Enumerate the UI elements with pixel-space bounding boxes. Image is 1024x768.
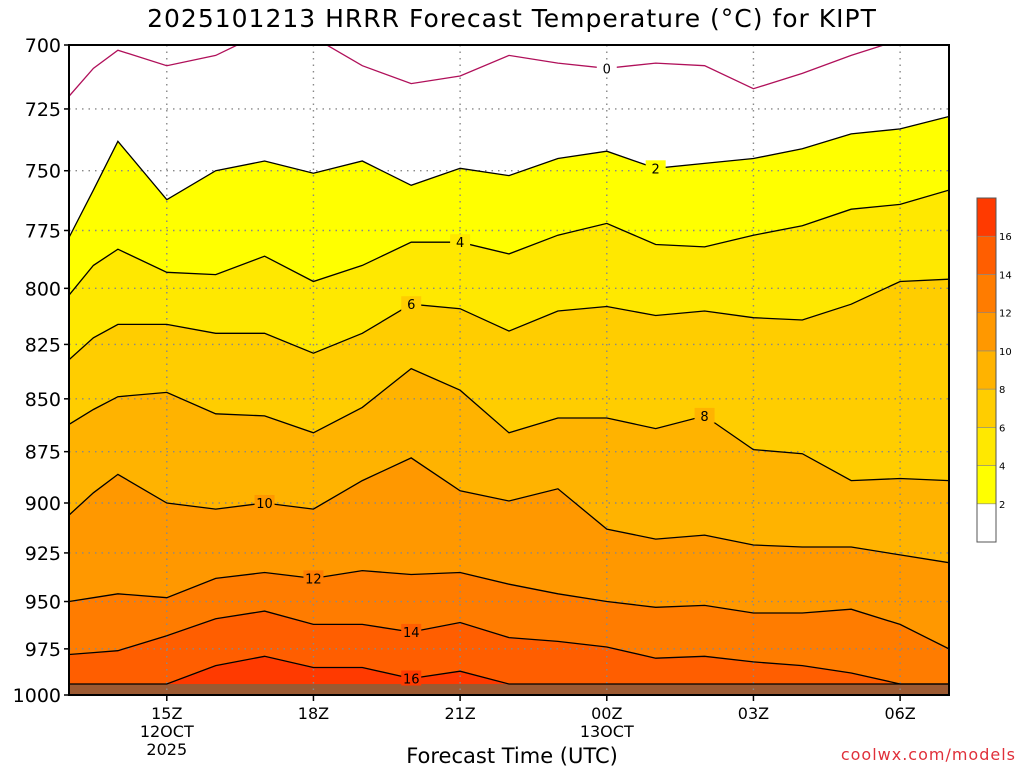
contour-label-bg-10 [254, 494, 275, 510]
contour-line-4 [69, 189, 949, 296]
colorbar-segment-0 [976, 503, 997, 543]
ground-below-surface [69, 684, 949, 695]
colorbar-segment-16 [976, 197, 997, 237]
colorbar-frame [976, 197, 997, 543]
y-tick-label-775: 775 [25, 220, 61, 242]
x-tick-label-06Z: 06Z [884, 704, 915, 723]
y-tick-label-925: 925 [25, 543, 61, 565]
contour-label-8: 8 [700, 410, 708, 425]
y-tick-label-975: 975 [25, 639, 61, 661]
chart-title: 2025101213 HRRR Forecast Temperature (°C… [147, 4, 877, 33]
plot-layer: 0 2 4 6 8 10 12 14 16 [69, 45, 949, 695]
contour-label-bg-0 [596, 60, 617, 76]
contour-label-bg-4 [450, 234, 471, 250]
contour-label-4: 4 [456, 236, 464, 251]
colorbar-segment-6 [976, 388, 997, 428]
contour-label-16: 16 [403, 673, 420, 688]
colorbar-label-4: 4 [999, 462, 1005, 473]
contour-label-bg-2 [645, 160, 666, 176]
y-tick-label-900: 900 [25, 493, 61, 515]
contour-line-6 [69, 278, 949, 361]
contour-line-12 [69, 569, 949, 650]
x-tick-sublabel-15Z-0: 12OCT [140, 722, 194, 741]
colorbar-label-2: 2 [999, 500, 1005, 511]
y-tick-label-875: 875 [25, 442, 61, 464]
x-tick-label-15Z: 15Z [151, 704, 182, 723]
colorbar-segment-4 [976, 427, 997, 466]
contour-label-bg-6 [401, 296, 422, 312]
y-tick-label-800: 800 [25, 278, 61, 300]
contour-label-bg-12 [303, 570, 324, 586]
colorbar-label-6: 6 [999, 423, 1005, 434]
x-tick-label-21Z: 21Z [444, 704, 475, 723]
contour-line-14 [69, 610, 949, 685]
y-tick-label-700: 700 [25, 35, 61, 57]
contour-label-bg-14 [401, 623, 422, 639]
colorbar-segment-10 [976, 312, 997, 352]
contour-label-bg-8 [694, 407, 715, 423]
colorbar-label-10: 10 [999, 347, 1012, 358]
credit-text: coolwx.com/models [840, 745, 1016, 764]
contour-label-bg-16 [401, 670, 422, 686]
colorbar-label-14: 14 [999, 270, 1012, 281]
contour-line-2 [69, 115, 949, 238]
y-tick-label-725: 725 [25, 99, 61, 121]
contour-line-8 [69, 367, 949, 482]
colorbar-label-12: 12 [999, 309, 1012, 320]
colorbar-label-16: 16 [999, 232, 1012, 243]
contour-label-12: 12 [305, 572, 322, 587]
contour-line-10 [69, 457, 949, 564]
contour-label-2: 2 [652, 162, 660, 177]
colorbar-segment-2 [976, 465, 997, 505]
colorbar-label-8: 8 [999, 385, 1005, 396]
y-tick-label-825: 825 [25, 334, 61, 356]
colorbar-segment-12 [976, 274, 997, 313]
y-tick-label-750: 750 [25, 161, 61, 183]
y-tick-label-950: 950 [25, 592, 61, 614]
x-axis-label: Forecast Time (UTC) [406, 744, 618, 768]
colorbar-segment-14 [976, 235, 997, 275]
contour-label-6: 6 [407, 298, 415, 313]
contour-line-0 [69, 45, 886, 97]
contour-line-16 [69, 655, 949, 685]
x-tick-label-00Z: 00Z [591, 704, 622, 723]
x-tick-label-03Z: 03Z [738, 704, 769, 723]
x-tick-sublabel-00Z-0: 13OCT [580, 722, 634, 741]
plot-frame [68, 44, 950, 696]
x-tick-sublabel-15Z-1: 2025 [146, 740, 187, 759]
colorbar-segment-8 [976, 350, 997, 390]
contour-label-0: 0 [603, 62, 611, 77]
contour-label-14: 14 [403, 626, 420, 641]
y-tick-label-1000: 1000 [13, 685, 61, 707]
x-tick-label-18Z: 18Z [298, 704, 329, 723]
y-tick-label-850: 850 [25, 389, 61, 411]
contour-label-10: 10 [256, 497, 273, 512]
